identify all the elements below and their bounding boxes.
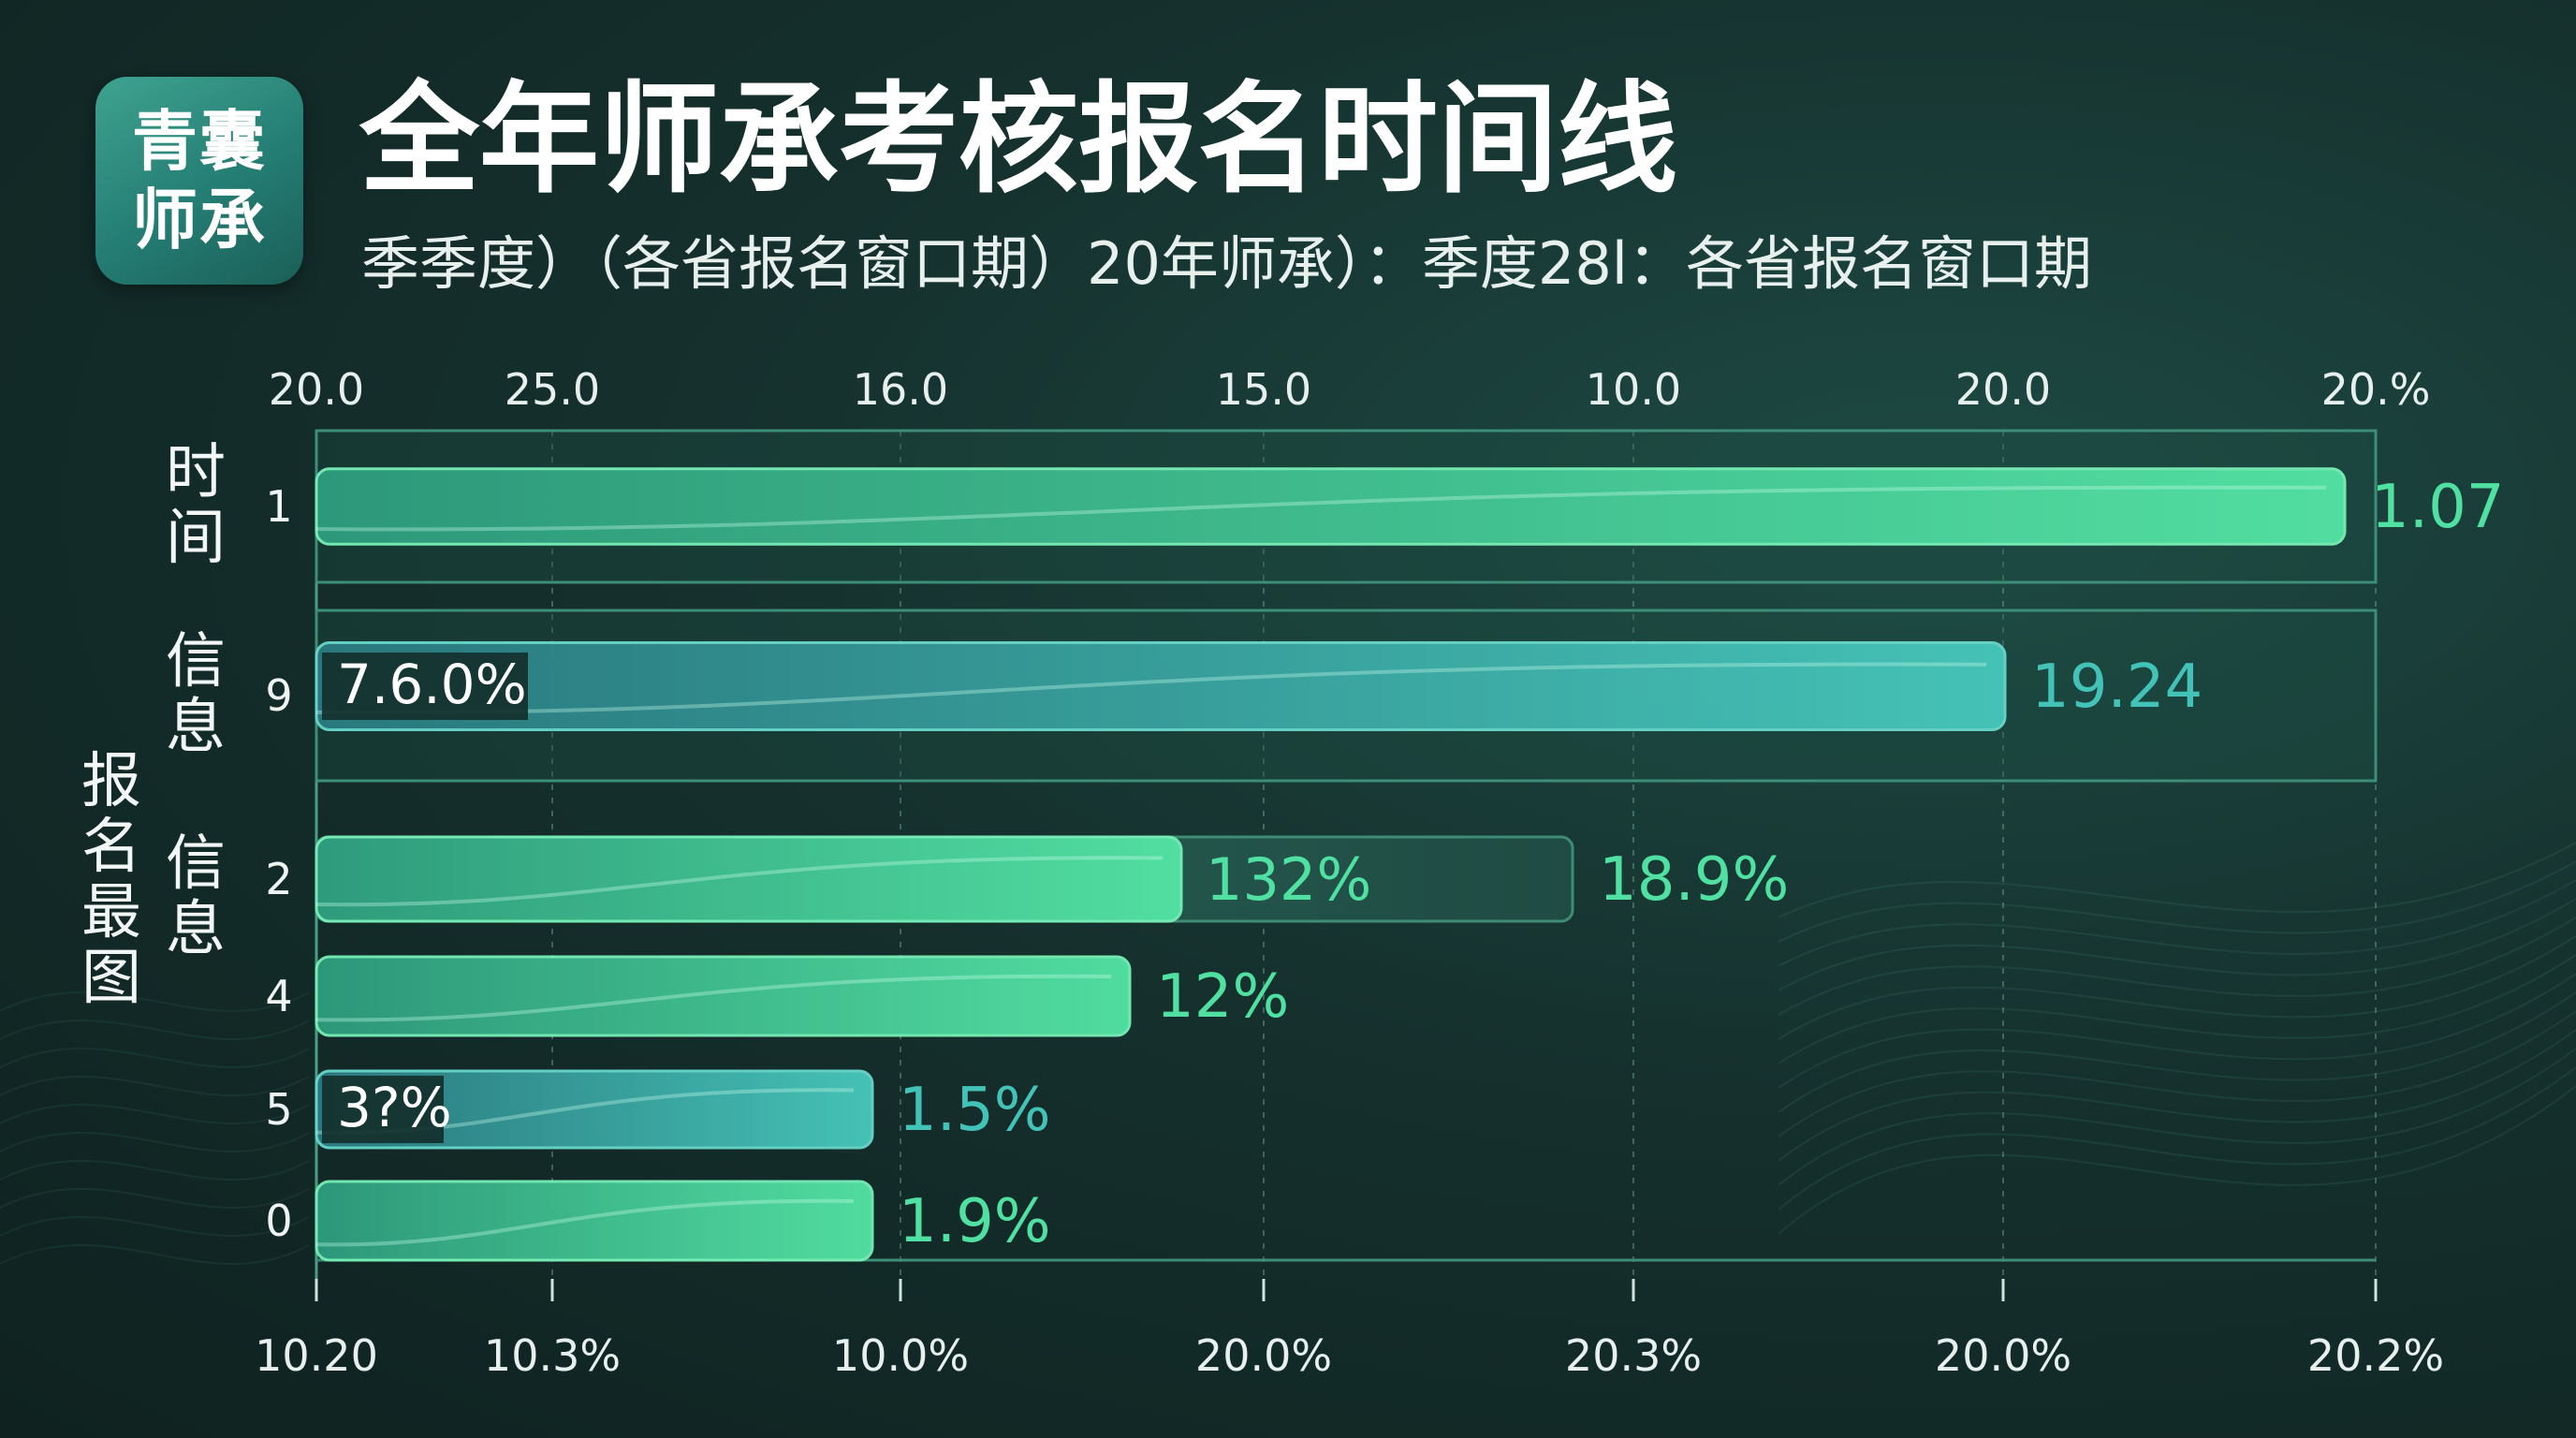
inner-label: 7.6.0% — [337, 653, 527, 716]
decor-wave-line — [1778, 898, 2576, 991]
row-label: 1 — [265, 481, 292, 532]
y-group-label-2: 信息 — [166, 627, 226, 762]
top-axis-tick-label: 20.0 — [1955, 364, 2051, 415]
bar-ribbon — [315, 485, 2327, 532]
row-label: 0 — [265, 1196, 292, 1246]
decor-wave-line — [0, 1132, 310, 1152]
bottom-axis-tick-label: 20.0% — [1195, 1330, 1332, 1381]
bar — [315, 1180, 874, 1262]
decor-wave-line — [0, 1020, 310, 1040]
top-axis-tick-label: 10.0 — [1586, 364, 1681, 415]
bar-ribbon — [315, 856, 1164, 907]
top-axis-tick-label: 25.0 — [505, 364, 600, 415]
decor-wave-line — [1778, 973, 2576, 1089]
bottom-axis-tick-label: 10.3% — [484, 1330, 621, 1381]
top-axis-tick-label: 20.0 — [269, 364, 364, 415]
bar — [315, 467, 2347, 546]
decor-wave-line — [1778, 1048, 2576, 1186]
decor-wave-line — [0, 1104, 310, 1124]
logo-text-line2: 师承 — [132, 182, 267, 258]
bar-end-label: 1.9% — [899, 1187, 1051, 1256]
decor-wave-line — [0, 991, 310, 1012]
top-axis-tick-label: 15.0 — [1216, 364, 1311, 415]
bar-ribbon — [315, 1198, 855, 1247]
row-label: 4 — [265, 971, 292, 1021]
bottom-axis-tick-label: 20.2% — [2307, 1330, 2444, 1381]
bar — [315, 1069, 874, 1150]
decor-wave-line — [1778, 1085, 2576, 1235]
bottom-axis-tick-label: 20.0% — [1935, 1330, 2071, 1381]
decor-wave-line — [0, 1076, 310, 1096]
logo: 青囊 师承 — [95, 77, 303, 285]
bottom-axis-tick-label: 10.20 — [255, 1330, 378, 1381]
decor-wave-line — [1778, 954, 2576, 1064]
top-axis-tick-label: 20.% — [2321, 364, 2431, 415]
bar-end-label: 12% — [1156, 962, 1289, 1032]
decor-wave-line — [0, 1216, 310, 1237]
decor-wave-line — [1778, 1010, 2576, 1137]
y-group-label-3: 信息 — [166, 829, 226, 964]
y-group-label-4: 报名最图 — [81, 747, 141, 1013]
bar-ribbon — [315, 974, 1112, 1022]
bottom-axis-tick-label: 10.0% — [832, 1330, 969, 1381]
bar — [315, 641, 2007, 731]
bar — [315, 835, 1183, 923]
decor-wave-line — [0, 1048, 310, 1068]
inner-label-box — [322, 1076, 444, 1143]
top-axis-tick-label: 16.0 — [853, 364, 948, 415]
bar-end-label: 1.07 — [2371, 473, 2505, 542]
bar-end-label: 19.24 — [2031, 653, 2203, 722]
inner-label: 3?% — [337, 1076, 452, 1139]
chart-subtitle: 季季度）（各省报名窗口期）20年师承）：季度28l：各省报名窗口期 — [361, 229, 2093, 298]
decor-wave-line — [1778, 917, 2576, 1016]
bar-end-label: 1.5% — [899, 1076, 1051, 1145]
decor-wave-line — [0, 1160, 310, 1181]
decor-wave-line — [0, 1188, 310, 1209]
decor-wave-line — [1778, 991, 2576, 1113]
bar — [315, 955, 1132, 1037]
decor-wave-line — [1778, 1066, 2576, 1211]
y-group-label-1: 时间 — [166, 438, 226, 573]
chart-title: 全年师承考核报名时间线 — [359, 70, 1678, 210]
inner-label-box — [322, 653, 528, 720]
bottom-axis-tick-label: 20.3% — [1565, 1330, 1702, 1381]
bar-ribbon — [315, 662, 1987, 715]
row-label: 5 — [265, 1084, 292, 1135]
logo-text-line1: 青囊 — [132, 103, 267, 180]
decor-wave-line — [1778, 935, 2576, 1040]
row-label: 2 — [265, 854, 292, 904]
decor-wave-line — [1778, 1029, 2576, 1162]
bar-end-label: 18.9% — [1599, 845, 1789, 915]
decor-wave-line — [1778, 842, 2576, 918]
decor-wave-line — [1778, 879, 2576, 967]
segment-label: 132% — [1206, 845, 1371, 914]
decor-wave-line — [0, 1244, 310, 1265]
row-label: 9 — [265, 670, 292, 721]
decor-wave-line — [1778, 860, 2576, 943]
